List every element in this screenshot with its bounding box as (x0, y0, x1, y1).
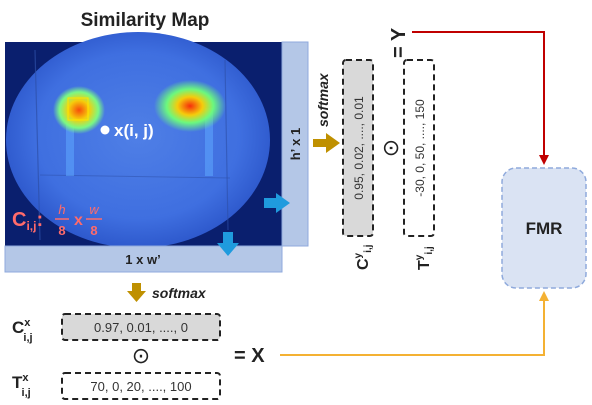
ty-symbol: Tyi,j (414, 246, 435, 270)
similarity-map-image (5, 32, 282, 248)
cx-vector-box (61, 313, 221, 341)
cell-size-formula: Ci,j: h 8 x w 8 (12, 202, 102, 238)
y-to-fmr-arrow (412, 31, 549, 165)
vertical-bar-label: h’ x 1 (288, 128, 303, 161)
diagram-title: Similarity Map (81, 10, 210, 31)
ty-vector-values: -30, 0, 50, ...., 150 (413, 99, 427, 197)
cy-symbol: Cyi,j (353, 244, 374, 270)
fmr-label: FMR (526, 219, 563, 238)
cx-vector-values: 0.97, 0.01, ...., 0 (94, 320, 188, 335)
x-to-fmr-arrow (280, 291, 549, 356)
cy-vector-values: 0.95, 0.02, ...., 0.01 (352, 96, 366, 200)
result-y-label: = Y (388, 27, 410, 58)
blue-arrow-right-icon (264, 193, 290, 213)
tx-vector-box (61, 372, 221, 400)
svg-text:Ci,j:: Ci,j: (12, 209, 43, 233)
cy-vector-box (342, 59, 374, 237)
cell-formula-h: h (58, 202, 65, 217)
horizontal-projection-bar (4, 245, 283, 273)
cell-formula-subscript: i,j (26, 219, 36, 233)
tx-vector-values: 70, 0, 20, ...., 100 (90, 379, 191, 394)
cell-formula-symbol: C (12, 209, 26, 231)
vertical-projection-bar (281, 41, 309, 247)
blue-arrow-down-icon (217, 232, 239, 256)
fmr-module-box (501, 167, 587, 289)
softmax-label-vertical: softmax (315, 72, 331, 127)
tx-symbol: Tx i,j (12, 372, 31, 399)
cx-symbol: Cx i,j (12, 317, 33, 344)
cell-formula-times: x (74, 212, 83, 229)
point-marker (100, 125, 110, 135)
point-label: x(i, j) (114, 121, 154, 140)
cell-formula-den-2: 8 (90, 223, 97, 238)
softmax-label-horizontal: softmax (152, 285, 207, 301)
hadamard-operator-horizontal: ⊙ (132, 343, 150, 368)
ty-vector-box (403, 59, 435, 237)
horizontal-bar-label: 1 x w’ (125, 252, 160, 267)
cell-formula-w: w (89, 202, 100, 217)
softmax-arrow-down-icon (127, 283, 146, 302)
cell-formula-den-1: 8 (58, 223, 65, 238)
hadamard-operator-vertical: ⊙ (378, 139, 403, 157)
softmax-arrow-right-icon (313, 133, 340, 153)
result-x-label: = X (234, 345, 265, 367)
